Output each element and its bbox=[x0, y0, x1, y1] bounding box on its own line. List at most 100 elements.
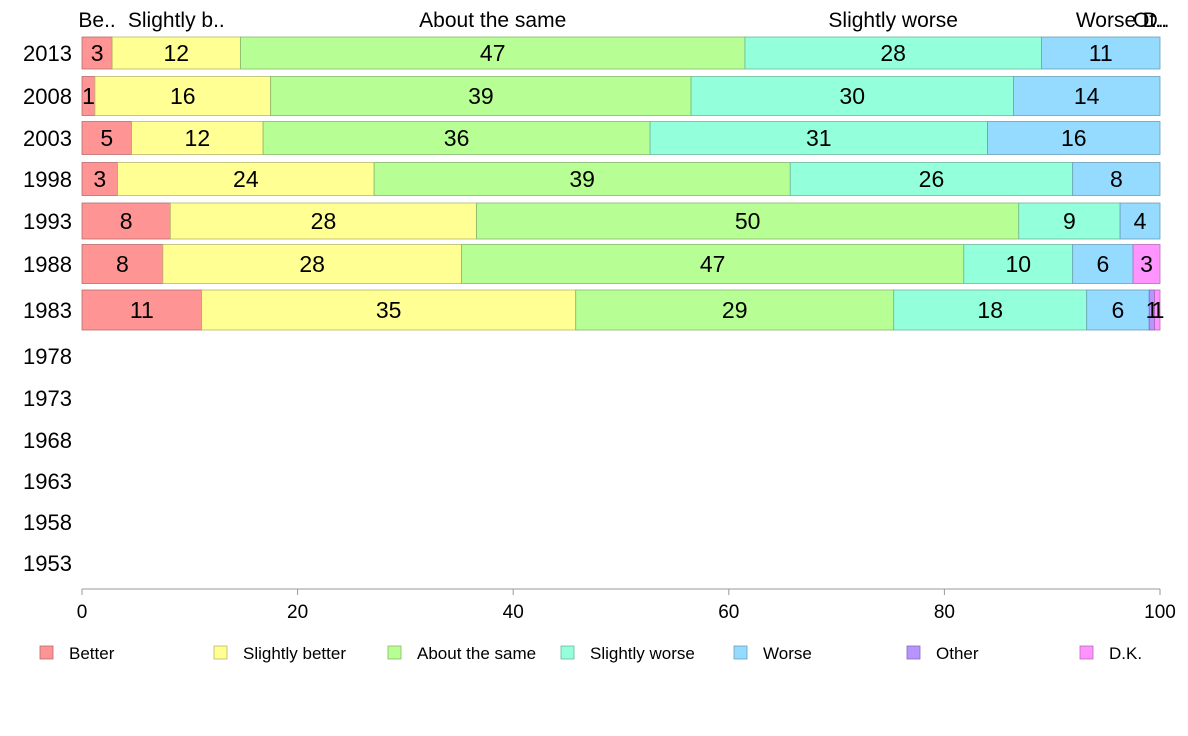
year-label-1983: 1983 bbox=[23, 298, 72, 323]
bar-1983-d-k bbox=[1154, 289, 1161, 331]
x-tick-label-100: 100 bbox=[1144, 602, 1176, 623]
bar-2008-about-the-same bbox=[270, 76, 692, 116]
value-label-2008-worse: 14 bbox=[1074, 83, 1100, 109]
bar-2013-worse bbox=[1041, 36, 1161, 70]
year-label-2008: 2008 bbox=[23, 84, 72, 109]
value-label-2003-slightly-better: 12 bbox=[185, 125, 211, 151]
value-label-2013-about-the-same: 47 bbox=[480, 40, 506, 66]
value-label-2013-worse: 11 bbox=[1089, 40, 1113, 66]
value-label-2003-slightly-worse: 31 bbox=[806, 125, 832, 151]
top-label-about-the-same: About the same bbox=[419, 9, 566, 32]
bar-1988-better bbox=[81, 244, 164, 284]
value-label-1983-worse: 6 bbox=[1112, 297, 1125, 323]
bar-1983-about-the-same bbox=[575, 289, 895, 331]
year-label-2013: 2013 bbox=[23, 41, 72, 66]
x-tick-label-60: 60 bbox=[718, 602, 739, 623]
legend-swatch-about-the-same bbox=[387, 645, 402, 660]
legend-swatch-other bbox=[906, 645, 921, 660]
value-label-2013-slightly-worse: 28 bbox=[880, 40, 906, 66]
value-label-1993-worse: 4 bbox=[1134, 208, 1147, 234]
bar-1998-worse bbox=[1072, 162, 1161, 196]
legend-swatch-slightly-worse bbox=[560, 645, 575, 660]
value-label-2013-slightly-better: 12 bbox=[164, 40, 190, 66]
value-label-2003-worse: 16 bbox=[1061, 125, 1087, 151]
year-label-1978: 1978 bbox=[23, 344, 72, 369]
bar-1988-slightly-better bbox=[162, 244, 462, 284]
year-label-1998: 1998 bbox=[23, 167, 72, 192]
value-label-1998-about-the-same: 39 bbox=[569, 166, 595, 192]
bar-1983-better bbox=[81, 289, 203, 331]
year-labels: 2013 2008 2003 1998 1993 1988 1983 1978 1973 1968… bbox=[23, 41, 72, 576]
bar-1983-worse bbox=[1086, 289, 1150, 331]
year-label-1973: 1973 bbox=[23, 386, 72, 411]
legend-label-other: Other bbox=[936, 644, 979, 663]
legend-label-worse: Worse bbox=[763, 644, 812, 663]
legend-label-about-the-same: About the same bbox=[417, 644, 536, 663]
top-label-slightly-better: Slightly b.. bbox=[128, 9, 225, 32]
bar-1998-about-the-same bbox=[373, 162, 791, 196]
legend-label-slightly-better: Slightly better bbox=[243, 644, 346, 663]
bar-1993-slightly-worse bbox=[1018, 202, 1121, 240]
bar-1993-better bbox=[81, 202, 171, 240]
value-label-2013-better: 3 bbox=[91, 40, 104, 66]
value-label-1998-better: 3 bbox=[93, 166, 106, 192]
value-label-1988-slightly-worse: 10 bbox=[1005, 251, 1031, 277]
bar-1988-slightly-worse bbox=[963, 244, 1074, 284]
x-tick-label-0: 0 bbox=[77, 602, 88, 623]
value-label-1988-d-k: 3 bbox=[1140, 251, 1153, 277]
value-label-1983-slightly-better: 35 bbox=[376, 297, 402, 323]
value-label-1988-slightly-better: 28 bbox=[299, 251, 325, 277]
value-label-1993-better: 8 bbox=[120, 208, 133, 234]
year-label-2003: 2003 bbox=[23, 126, 72, 151]
value-label-1983-d-k: 1 bbox=[1152, 297, 1165, 323]
bar-1983-slightly-better bbox=[201, 289, 577, 331]
legend-swatch-better bbox=[39, 645, 54, 660]
value-label-2008-about-the-same: 39 bbox=[468, 83, 494, 109]
bar-1988-about-the-same bbox=[461, 244, 965, 284]
year-label-1963: 1963 bbox=[23, 469, 72, 494]
value-label-2008-slightly-worse: 30 bbox=[839, 83, 865, 109]
bar-2003-slightly-better bbox=[131, 121, 264, 155]
legend-swatch-slightly-better bbox=[213, 645, 228, 660]
value-label-1993-slightly-better: 28 bbox=[311, 208, 337, 234]
bar-1998-slightly-worse bbox=[789, 162, 1074, 196]
value-label-1993-about-the-same: 50 bbox=[735, 208, 761, 234]
legend-swatch-d-k bbox=[1079, 645, 1094, 660]
top-label-d-k: D.. bbox=[1143, 9, 1170, 32]
value-label-1988-better: 8 bbox=[116, 251, 129, 277]
value-label-1993-slightly-worse: 9 bbox=[1063, 208, 1076, 234]
value-label-1988-worse: 6 bbox=[1096, 251, 1109, 277]
year-label-1993: 1993 bbox=[23, 209, 72, 234]
value-label-2008-better: 1 bbox=[82, 83, 95, 109]
bar-1993-worse bbox=[1119, 202, 1161, 240]
top-label-worse: Worse bbox=[1076, 9, 1136, 32]
top-category-labels: Be.. Slightly b.. About the same Slightly w… bbox=[78, 9, 1169, 32]
bar-2003-better bbox=[81, 121, 132, 155]
bar-1988-worse bbox=[1072, 244, 1134, 284]
value-label-1983-about-the-same: 29 bbox=[722, 297, 748, 323]
year-label-1958: 1958 bbox=[23, 510, 72, 535]
x-tick-label-40: 40 bbox=[503, 602, 524, 623]
top-label-other: Ot.. bbox=[1133, 9, 1167, 32]
bar-2008-worse bbox=[1012, 76, 1161, 116]
bar-2003-about-the-same bbox=[262, 121, 651, 155]
bar-2008-slightly-worse bbox=[690, 76, 1014, 116]
bar-1983-slightly-worse bbox=[893, 289, 1088, 331]
value-label-2003-about-the-same: 36 bbox=[444, 125, 470, 151]
year-label-1968: 1968 bbox=[23, 428, 72, 453]
x-axis: 0 20 40 60 80 100 bbox=[77, 588, 1176, 623]
top-label-slightly-worse: Slightly worse bbox=[828, 9, 958, 32]
value-label-1983-better: 11 bbox=[130, 297, 154, 323]
legend-label-slightly-worse: Slightly worse bbox=[590, 644, 695, 663]
value-label-2003-better: 5 bbox=[100, 125, 113, 151]
legend-label-better: Better bbox=[69, 644, 115, 663]
x-tick-label-20: 20 bbox=[287, 602, 308, 623]
bar-1993-about-the-same bbox=[476, 202, 1020, 240]
top-label-better: Be.. bbox=[78, 9, 115, 32]
value-label-1998-slightly-worse: 26 bbox=[919, 166, 945, 192]
legend-label-d-k: D.K. bbox=[1109, 644, 1142, 663]
x-tick-label-80: 80 bbox=[934, 602, 955, 623]
value-label-2008-slightly-better: 16 bbox=[170, 83, 196, 109]
value-label-1998-slightly-better: 24 bbox=[233, 166, 259, 192]
